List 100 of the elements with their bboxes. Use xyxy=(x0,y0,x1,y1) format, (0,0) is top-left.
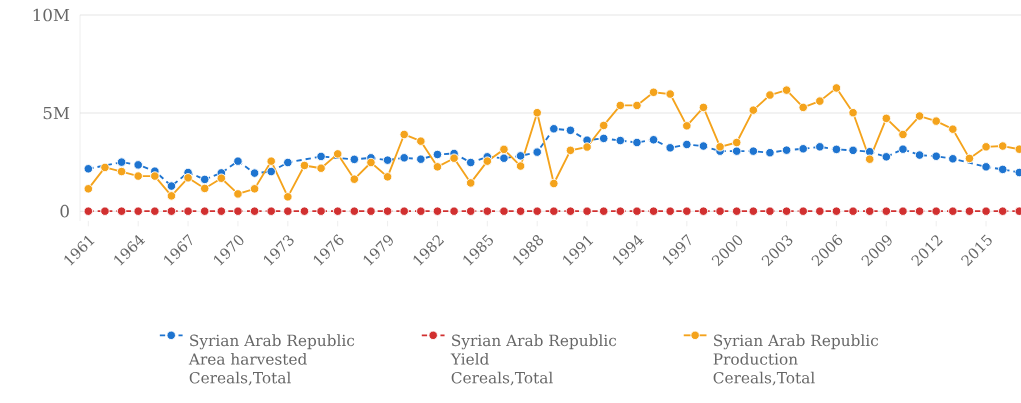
point xyxy=(183,206,193,216)
point xyxy=(931,151,941,161)
point xyxy=(183,173,193,183)
point xyxy=(997,141,1008,151)
point xyxy=(382,155,393,165)
point xyxy=(133,171,143,181)
point xyxy=(499,144,509,155)
point xyxy=(116,157,127,167)
point xyxy=(216,206,227,216)
point xyxy=(848,107,858,118)
point xyxy=(615,100,626,111)
legend-label: Syrian Arab Republic Production Cereals,Total xyxy=(713,334,879,386)
point xyxy=(864,154,875,164)
point xyxy=(964,206,975,216)
point xyxy=(515,151,526,161)
point xyxy=(914,206,925,216)
point xyxy=(532,107,542,118)
point xyxy=(199,174,210,185)
point xyxy=(83,206,94,216)
point xyxy=(781,145,792,155)
legend-label: Syrian Arab Republic Area harvested Cereals,Total xyxy=(188,334,355,386)
point xyxy=(898,206,908,216)
point xyxy=(682,206,692,216)
point xyxy=(615,206,626,216)
point xyxy=(266,156,276,166)
y-tick-label: 5M xyxy=(43,106,70,120)
point xyxy=(266,166,276,177)
point xyxy=(815,206,825,216)
point xyxy=(299,160,310,171)
point xyxy=(449,206,459,216)
point xyxy=(216,173,227,183)
point xyxy=(166,181,177,191)
point xyxy=(416,154,426,164)
point xyxy=(432,149,443,160)
point xyxy=(698,206,709,216)
point xyxy=(116,166,127,177)
point xyxy=(648,87,659,98)
point xyxy=(731,206,742,216)
point xyxy=(499,153,509,163)
point xyxy=(748,105,759,115)
point xyxy=(549,178,559,189)
point xyxy=(765,206,775,216)
point xyxy=(199,183,210,194)
point xyxy=(283,157,293,168)
point xyxy=(798,102,808,113)
point xyxy=(332,206,343,216)
point xyxy=(465,178,476,188)
point xyxy=(864,206,875,216)
point xyxy=(366,206,376,216)
point xyxy=(565,206,576,216)
point xyxy=(116,206,127,216)
point xyxy=(316,206,326,216)
point xyxy=(598,120,609,131)
point xyxy=(665,89,675,99)
point xyxy=(682,121,692,131)
point xyxy=(199,206,210,216)
point xyxy=(515,206,526,216)
point xyxy=(781,85,792,95)
point xyxy=(665,206,675,216)
point xyxy=(632,137,642,148)
point xyxy=(416,206,426,216)
point xyxy=(233,206,243,216)
point xyxy=(881,152,892,162)
point xyxy=(948,124,958,134)
point xyxy=(831,206,842,216)
point xyxy=(632,206,642,216)
point xyxy=(532,147,542,157)
point xyxy=(798,206,808,216)
point xyxy=(482,156,493,166)
point xyxy=(150,171,160,181)
point xyxy=(981,142,991,152)
point xyxy=(249,168,260,178)
point xyxy=(349,154,360,165)
point xyxy=(465,157,476,168)
point xyxy=(100,206,110,216)
point xyxy=(964,153,975,164)
point xyxy=(150,206,160,216)
point xyxy=(898,144,908,154)
point xyxy=(948,206,958,216)
point xyxy=(665,143,675,153)
point xyxy=(416,136,426,146)
point xyxy=(532,206,542,216)
point xyxy=(648,206,659,216)
point xyxy=(249,206,260,216)
point xyxy=(432,206,443,216)
point xyxy=(399,206,409,216)
legend-label: Syrian Arab Republic Yield Cereals,Total xyxy=(450,334,617,386)
point xyxy=(565,125,576,136)
point xyxy=(815,96,825,106)
point xyxy=(233,156,243,166)
point xyxy=(499,206,509,216)
point xyxy=(898,129,908,140)
point xyxy=(698,102,709,113)
point xyxy=(598,206,609,216)
point xyxy=(598,133,609,144)
point xyxy=(515,161,526,171)
point xyxy=(848,145,858,156)
point xyxy=(815,142,825,152)
point xyxy=(731,146,742,156)
point xyxy=(731,137,742,148)
